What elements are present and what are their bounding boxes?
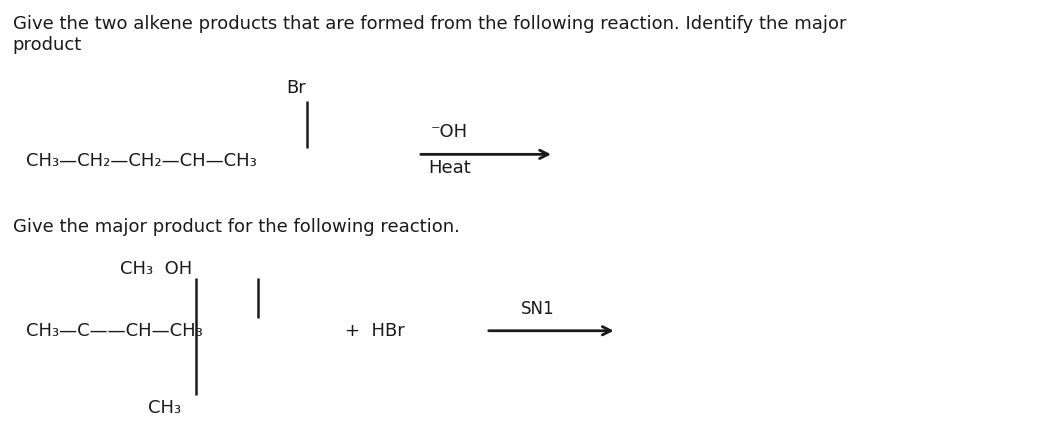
Text: ⁻OH: ⁻OH <box>431 123 468 141</box>
Text: Heat: Heat <box>428 159 470 176</box>
Text: SN1: SN1 <box>521 300 555 318</box>
Text: Give the major product for the following reaction.: Give the major product for the following… <box>13 218 460 236</box>
Text: +  HBr: + HBr <box>345 322 404 340</box>
Text: Give the two alkene products that are formed from the following reaction. Identi: Give the two alkene products that are fo… <box>13 15 846 54</box>
Text: CH₃  OH: CH₃ OH <box>120 260 192 278</box>
Text: CH₃—C——CH—CH₃: CH₃—C——CH—CH₃ <box>26 322 203 340</box>
Text: Br: Br <box>286 79 305 97</box>
Text: CH₃—CH₂—CH₂—CH—CH₃: CH₃—CH₂—CH₂—CH—CH₃ <box>26 152 257 170</box>
Text: CH₃: CH₃ <box>147 399 181 417</box>
